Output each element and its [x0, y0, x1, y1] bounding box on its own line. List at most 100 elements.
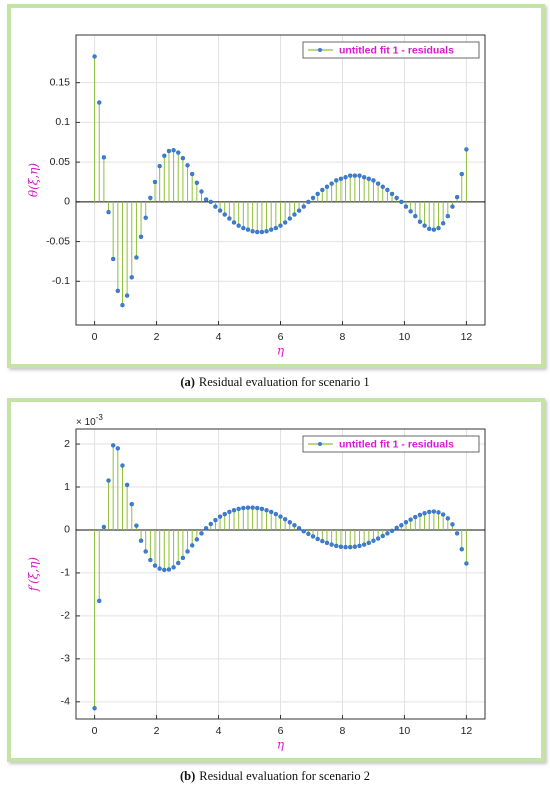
stem-marker: [329, 181, 334, 186]
stem-marker: [278, 514, 283, 519]
stem-marker: [375, 536, 381, 541]
stem-marker: [296, 208, 302, 213]
caption: (b) Residual evaluation for scenario 2: [180, 769, 370, 783]
stem-marker: [194, 180, 200, 185]
stem-marker: [329, 542, 334, 547]
stem-marker: [148, 195, 153, 201]
stem-marker: [427, 226, 432, 232]
stem-marker: [278, 223, 283, 228]
stem-marker: [320, 187, 325, 193]
stem-marker: [436, 225, 441, 231]
stem-marker: [152, 563, 158, 568]
stem-marker: [134, 523, 139, 528]
stem-marker: [231, 220, 237, 225]
stem-marker: [236, 223, 241, 228]
stem-marker: [157, 566, 162, 571]
stem-marker: [106, 209, 111, 215]
y-tick-label: 1: [64, 481, 70, 493]
stem-marker: [97, 100, 102, 105]
stem-marker: [338, 176, 344, 182]
x-tick-label: 8: [340, 725, 346, 737]
y-tick-label: -0.1: [52, 275, 70, 287]
stem-marker: [185, 163, 190, 168]
stem-marker: [227, 216, 232, 221]
stem-marker: [287, 520, 292, 525]
stem-marker: [171, 565, 176, 570]
stem-marker: [282, 220, 288, 225]
stem-marker: [143, 549, 148, 554]
y-scale-exponent: -3: [96, 413, 104, 422]
stem-marker: [199, 531, 204, 536]
stem-marker: [264, 229, 269, 234]
stem-marker: [413, 213, 418, 219]
stem-marker: [389, 528, 395, 534]
stem-marker: [315, 536, 320, 542]
stem-marker: [101, 155, 107, 160]
stem-marker: [222, 511, 227, 517]
stem-marker: [324, 540, 330, 546]
stem-marker: [203, 197, 209, 202]
y-tick-label: -3: [61, 653, 70, 665]
legend-box: [302, 435, 480, 453]
stem-marker: [394, 195, 399, 201]
stem-marker: [352, 173, 358, 178]
stem-marker: [306, 531, 311, 537]
stem-marker: [408, 517, 413, 522]
stem-marker: [269, 227, 274, 232]
x-axis-label: η: [277, 344, 285, 358]
stem-marker: [408, 209, 413, 214]
legend-marker: [318, 442, 322, 446]
stem-marker: [138, 234, 144, 240]
stem-marker: [450, 204, 455, 209]
stem-marker: [417, 219, 423, 224]
stem-marker: [148, 557, 153, 563]
stem-marker: [250, 229, 255, 234]
stem-marker: [97, 598, 102, 604]
x-tick-label: 4: [216, 725, 222, 737]
stem-marker: [357, 173, 362, 178]
stem-marker: [403, 204, 409, 209]
stem-marker: [380, 184, 385, 189]
stem-marker: [227, 509, 232, 515]
stem-marker: [189, 543, 195, 548]
stem-marker: [292, 523, 297, 528]
stem-marker: [436, 510, 441, 515]
stem-marker: [334, 543, 339, 549]
stem-marker: [273, 225, 279, 231]
stem-marker: [348, 544, 353, 550]
stem-marker: [324, 184, 330, 189]
x-tick-label: 12: [461, 725, 473, 737]
x-tick-label: 2: [154, 331, 160, 343]
stem-marker: [431, 227, 437, 232]
stem-marker: [310, 195, 316, 201]
stem-marker: [445, 213, 451, 219]
legend-label: untitled fit 1 - residuals: [339, 438, 454, 450]
stem-marker: [440, 221, 446, 226]
stem-marker: [241, 505, 246, 511]
legend-marker: [318, 48, 322, 52]
caption-text: Residual evaluation for scenario 1: [199, 375, 370, 389]
stem-marker: [343, 175, 348, 180]
stem-marker: [134, 255, 139, 260]
y-tick-label: 2: [64, 438, 70, 450]
stem-marker: [213, 517, 218, 523]
stem-marker: [162, 567, 167, 573]
stem-marker: [236, 506, 241, 512]
stem-marker: [152, 179, 158, 185]
stem-marker: [292, 212, 297, 217]
x-tick-label: 12: [461, 331, 473, 343]
stem-marker: [208, 199, 213, 205]
stem-marker: [259, 506, 265, 512]
stem-marker: [464, 561, 469, 566]
stem-marker: [124, 482, 130, 488]
y-scale-base: × 10: [76, 417, 96, 428]
stem-marker: [399, 523, 404, 528]
stem-marker: [203, 526, 209, 531]
x-tick-label: 6: [278, 725, 284, 737]
stem-marker: [413, 514, 418, 520]
stem-marker: [185, 549, 190, 554]
stem-marker: [143, 215, 148, 220]
y-tick-label: 0.1: [55, 116, 70, 128]
